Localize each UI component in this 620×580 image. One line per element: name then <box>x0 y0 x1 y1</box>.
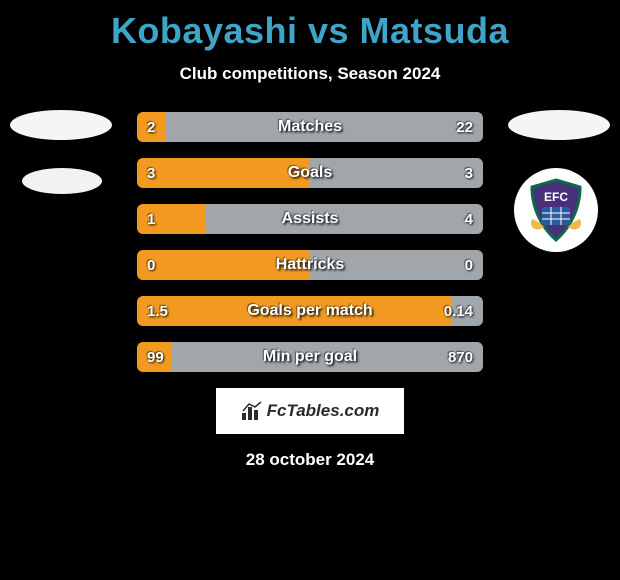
stat-row: 222Matches <box>137 112 483 142</box>
stat-bar-right: 22 <box>165 112 483 142</box>
stat-row: 14Assists <box>137 204 483 234</box>
stat-value-right: 0 <box>465 257 473 274</box>
comparison-panel: EFC 222Matches33Goals14Assists00Hattrick… <box>0 112 620 372</box>
avatar-placeholder-icon <box>508 110 610 140</box>
stat-value-left: 2 <box>147 119 155 136</box>
stat-bar-left: 99 <box>137 342 172 372</box>
stat-row: 1.50.14Goals per match <box>137 296 483 326</box>
club-badge-left <box>22 168 102 194</box>
avatar-placeholder-icon <box>10 110 112 140</box>
brand-badge: FcTables.com <box>216 388 404 434</box>
stat-bar-right: 3 <box>310 158 483 188</box>
stat-value-right: 0.14 <box>444 303 473 320</box>
stat-bar-right: 4 <box>206 204 483 234</box>
brand-text: FcTables.com <box>267 401 380 421</box>
stat-value-right: 870 <box>448 349 473 366</box>
stat-value-left: 0 <box>147 257 155 274</box>
player-avatar-left <box>10 110 112 140</box>
stat-bar-right: 0.14 <box>452 296 483 326</box>
stat-bar-right: 870 <box>172 342 483 372</box>
stat-bar-left: 2 <box>137 112 165 142</box>
stat-value-right: 4 <box>465 211 473 228</box>
stat-bar-left: 1.5 <box>137 296 452 326</box>
stat-value-left: 1.5 <box>147 303 168 320</box>
stat-row: 33Goals <box>137 158 483 188</box>
stat-value-left: 1 <box>147 211 155 228</box>
stat-bar-left: 0 <box>137 250 310 280</box>
bars-icon <box>241 401 263 421</box>
stat-bar-left: 1 <box>137 204 206 234</box>
subtitle: Club competitions, Season 2024 <box>0 64 620 84</box>
stat-value-left: 99 <box>147 349 164 366</box>
badge-placeholder-icon <box>22 168 102 194</box>
stat-bar-left: 3 <box>137 158 310 188</box>
stat-value-right: 3 <box>465 165 473 182</box>
page-title: Kobayashi vs Matsuda <box>0 0 620 52</box>
svg-text:EFC: EFC <box>544 190 568 204</box>
stat-row: 00Hattricks <box>137 250 483 280</box>
club-crest-icon: EFC <box>514 168 598 252</box>
stat-value-left: 3 <box>147 165 155 182</box>
stat-row: 99870Min per goal <box>137 342 483 372</box>
club-badge-right: EFC <box>514 168 598 252</box>
date-label: 28 october 2024 <box>0 450 620 470</box>
stat-bars: 222Matches33Goals14Assists00Hattricks1.5… <box>137 112 483 372</box>
stat-value-right: 22 <box>456 119 473 136</box>
player-avatar-right <box>508 110 610 140</box>
stat-bar-right: 0 <box>310 250 483 280</box>
